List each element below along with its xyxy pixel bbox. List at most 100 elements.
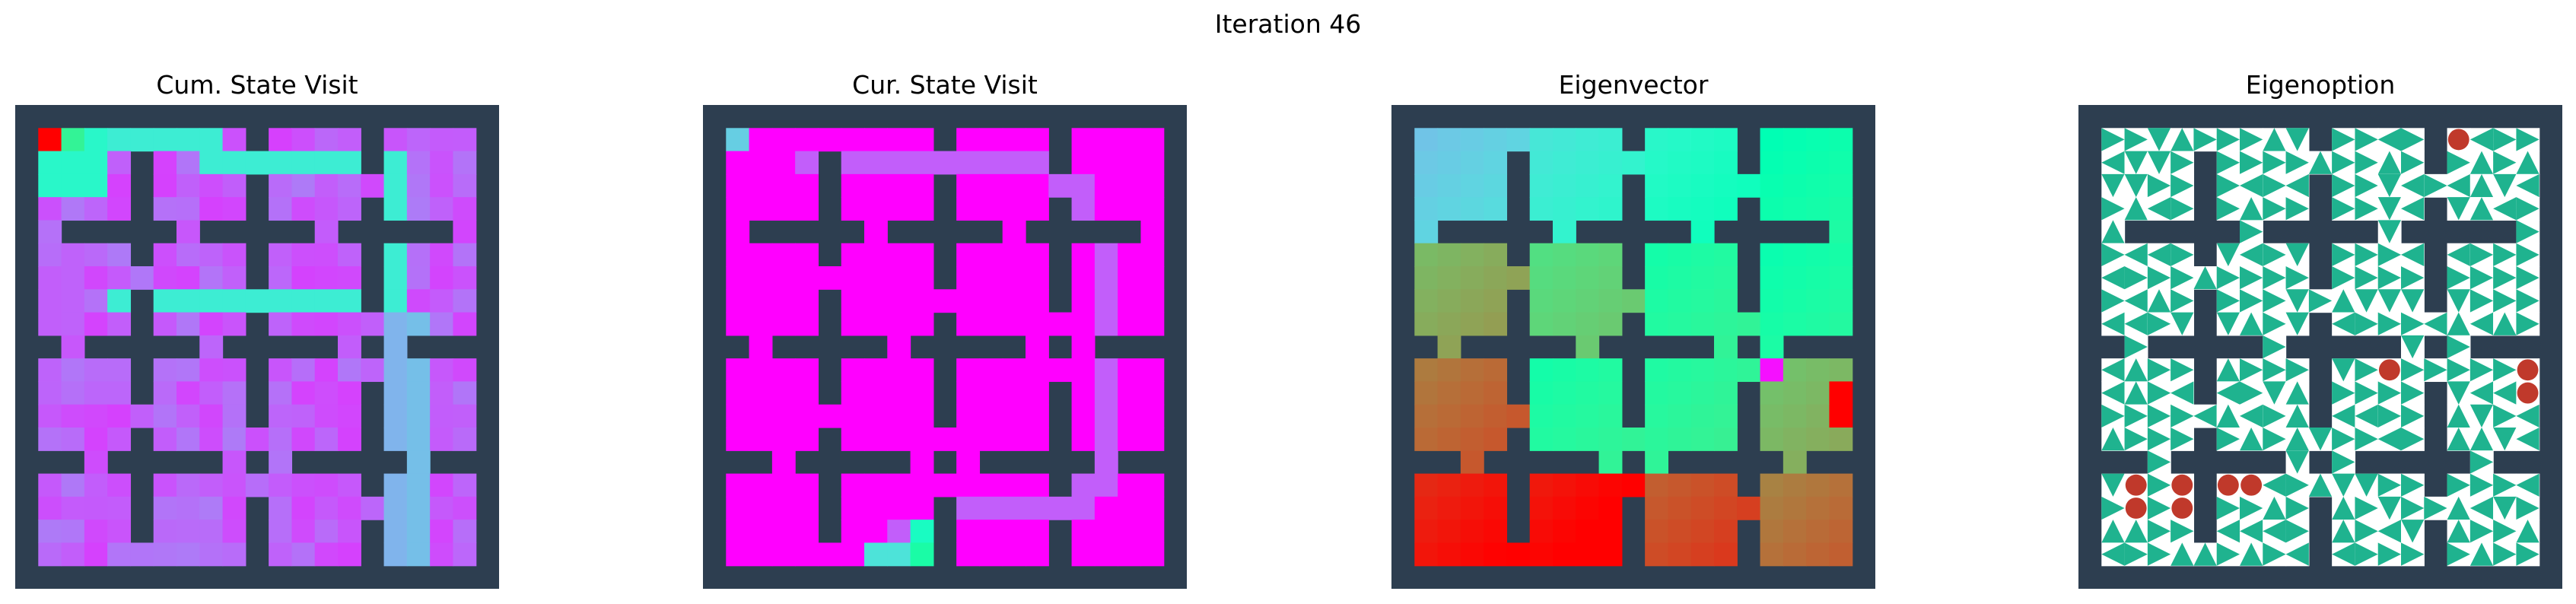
eigenvector-cell <box>1645 381 1669 405</box>
policy-arrow <box>2285 473 2309 497</box>
eigenvector-cell <box>1760 358 1784 383</box>
cur-visit-cell <box>1002 289 1026 313</box>
policy-arrow <box>2124 243 2148 266</box>
eigenvector-cell <box>1645 404 1669 428</box>
policy-arrow <box>2285 496 2309 520</box>
cum-visit-cell <box>406 358 431 383</box>
cur-visit-cell <box>1002 128 1026 152</box>
policy-arrow <box>2124 404 2148 428</box>
policy-arrow <box>2124 128 2148 151</box>
cur-visit-cell <box>956 173 981 198</box>
cur-visit-cell <box>795 289 819 313</box>
cur-visit-cell <box>1026 197 1049 221</box>
policy-arrow <box>2355 151 2378 174</box>
cur-visit-cell <box>1118 428 1142 451</box>
cur-visit-cell <box>910 542 934 567</box>
eigenvector-cell <box>1714 312 1738 336</box>
cum-visit-cell <box>430 404 454 428</box>
eigenvector-cell <box>1437 381 1461 405</box>
eigenvector-cell <box>1829 243 1853 267</box>
policy-arrow <box>2171 151 2194 174</box>
cum-visit-cell <box>199 428 224 451</box>
policy-arrow <box>2332 473 2355 497</box>
cur-visit-cell <box>1094 128 1118 152</box>
eigenvector-cell <box>1437 542 1461 567</box>
cum-visit-cell <box>430 312 454 336</box>
cum-visit-cell <box>61 404 85 428</box>
eigenvector-cell <box>1737 312 1761 336</box>
eigenvector-cell <box>1576 335 1600 359</box>
eigenvector-cell <box>1668 151 1692 175</box>
cur-visit-cell <box>1071 243 1096 267</box>
eigenvector-cell <box>1806 496 1830 520</box>
policy-arrow <box>2493 404 2517 428</box>
eigenvector-cell <box>1806 542 1830 567</box>
cur-visit-cell <box>864 220 888 244</box>
eigenvector-cell <box>1806 128 1830 152</box>
policy-arrow <box>2263 312 2286 335</box>
cum-visit-cell <box>61 428 85 451</box>
eigenvector-cell <box>1783 266 1807 290</box>
cur-visit-cell <box>864 128 888 152</box>
cur-visit-cell <box>1140 197 1165 221</box>
cum-visit-cell <box>107 243 132 267</box>
eigenvector-cell <box>1668 358 1692 383</box>
cur-visit-cell <box>910 473 934 498</box>
eigenvector-cell <box>1529 473 1554 498</box>
policy-arrow <box>2447 542 2470 566</box>
eigenvector-cell <box>1414 220 1439 244</box>
cum-visit-cell <box>84 473 108 498</box>
cum-visit-cell <box>107 381 132 405</box>
cum-visit-cell <box>406 542 431 567</box>
cum-visit-cell <box>61 496 85 520</box>
cum-visit-cell <box>314 128 339 152</box>
cur-visit-cell <box>910 266 934 290</box>
policy-arrow <box>2285 428 2309 451</box>
policy-arrow <box>2401 381 2425 405</box>
policy-arrow <box>2147 520 2171 543</box>
policy-arrow <box>2147 404 2171 428</box>
cum-visit-cell <box>338 266 361 290</box>
policy-arrow <box>2101 266 2125 290</box>
cur-visit-cell <box>771 128 796 152</box>
cur-visit-cell <box>749 404 773 428</box>
policy-arrow <box>2377 542 2401 566</box>
eigenvector-cell <box>1576 312 1600 336</box>
cur-visit-cell <box>1002 358 1026 383</box>
cum-visit-cell <box>107 266 132 290</box>
eigenvector-cell <box>1806 151 1830 175</box>
eigenvector-cell <box>1414 542 1439 567</box>
cur-visit-cell <box>795 173 819 198</box>
cur-visit-cell <box>979 312 1003 336</box>
cum-visit-cell <box>199 312 224 336</box>
policy-arrow <box>2285 358 2309 382</box>
policy-arrow <box>2308 428 2333 451</box>
cum-visit-cell <box>153 173 177 198</box>
cur-visit-cell <box>1094 450 1118 475</box>
cur-visit-cell <box>1140 243 1165 267</box>
cur-visit-cell <box>887 358 911 383</box>
policy-arrow <box>2355 358 2378 382</box>
policy-arrow <box>2447 428 2470 451</box>
eigenvector-cell <box>1806 173 1830 198</box>
cum-visit-cell <box>153 289 177 313</box>
policy-arrow <box>2447 473 2470 497</box>
cur-visit-cell <box>956 128 981 152</box>
terminal-marker <box>2517 382 2539 404</box>
policy-arrow <box>2424 496 2447 520</box>
cum-visit-cell <box>314 496 339 520</box>
policy-arrow <box>2516 197 2539 221</box>
cur-visit-cell <box>979 473 1003 498</box>
cum-visit-cell <box>383 381 408 405</box>
policy-arrow <box>2516 128 2539 151</box>
eigenvector-cell <box>1783 358 1807 383</box>
eigenvector-cell <box>1529 381 1554 405</box>
policy-arrow <box>2469 428 2494 451</box>
eigenvector-cell <box>1414 428 1439 451</box>
cur-visit-cell <box>864 266 888 290</box>
eigenvector-cell <box>1690 243 1715 267</box>
cur-visit-cell <box>795 520 819 544</box>
policy-arrow <box>2355 473 2378 497</box>
cur-visit-cell <box>1094 289 1118 313</box>
policy-arrow <box>2124 173 2148 198</box>
